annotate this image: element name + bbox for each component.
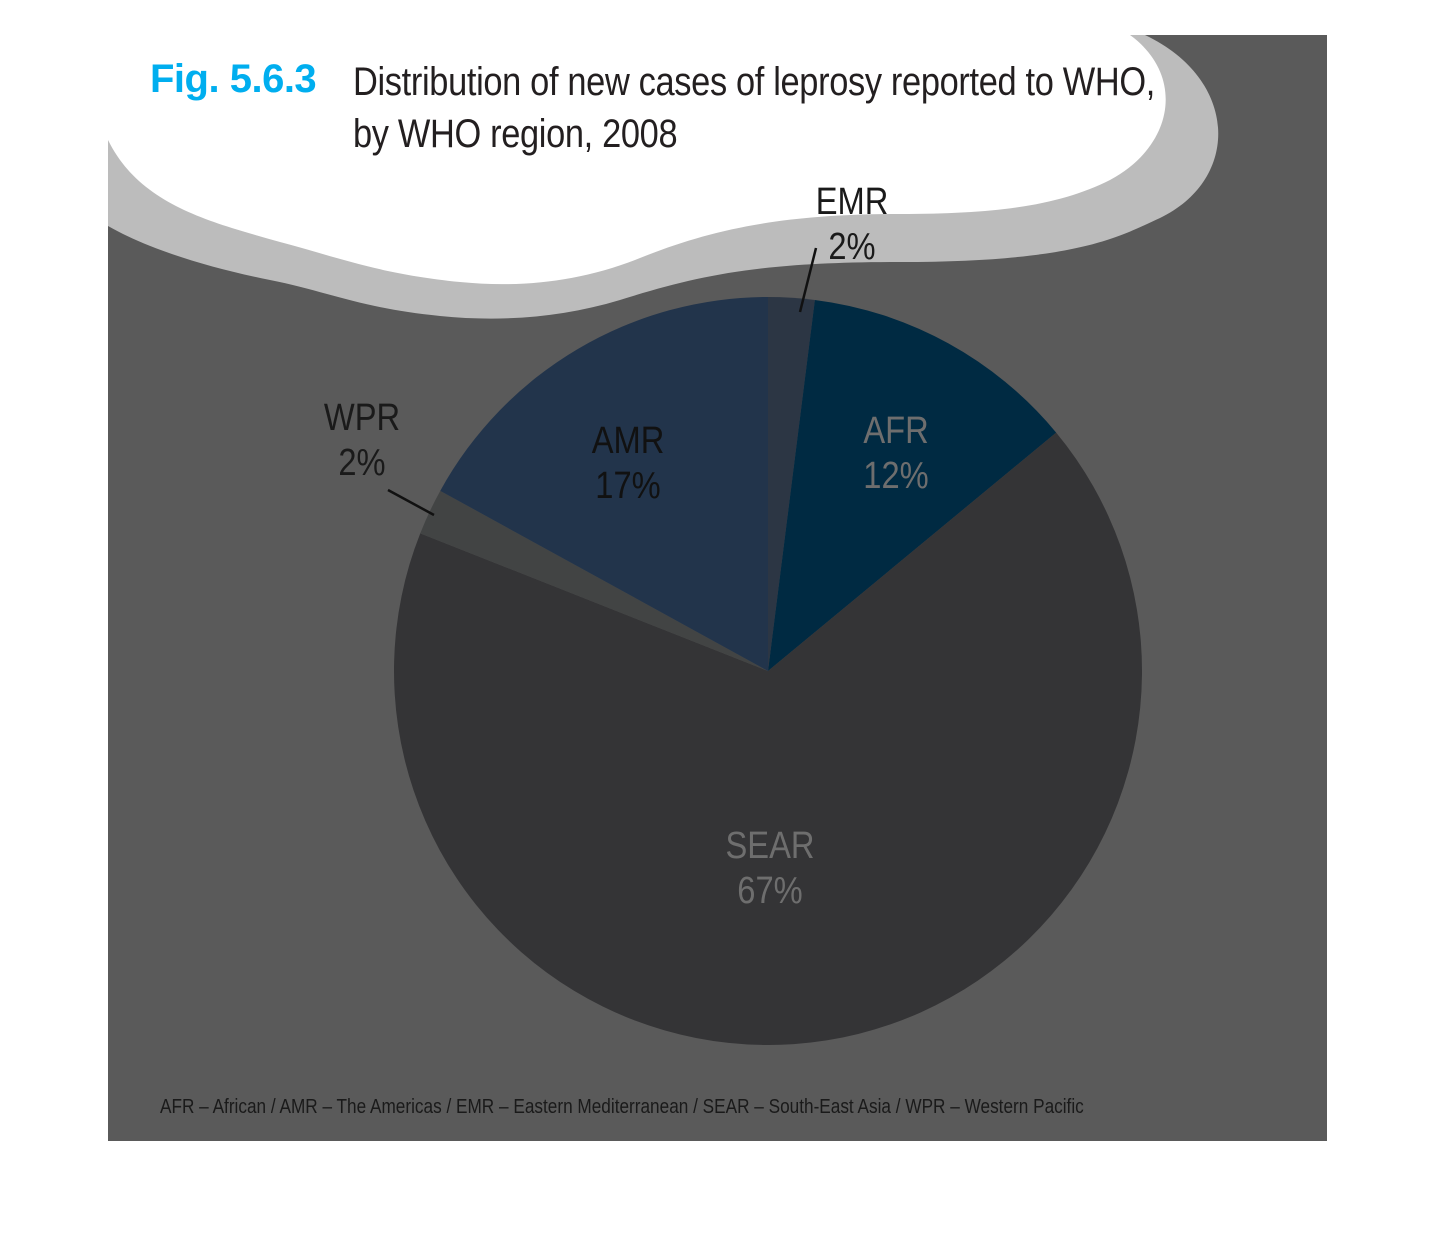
figure-title-line2: by WHO region, 2008 <box>353 112 678 156</box>
slice-value-emr: 2% <box>828 225 875 268</box>
pie-slice-wpr <box>420 490 768 671</box>
region-abbreviation-footnote: AFR – African / AMR – The Americas / EMR… <box>160 1096 1084 1118</box>
pie-chart <box>394 297 1143 1046</box>
slice-category-amr: AMR <box>592 419 665 462</box>
figure-number: Fig. 5.6.3 <box>150 57 317 101</box>
pie-slice-afr <box>768 299 1057 671</box>
title-cloud <box>108 35 1166 285</box>
slice-value-sear: 67% <box>737 869 802 912</box>
figure-title: Distribution of new cases of leprosy rep… <box>353 56 1161 160</box>
slice-category-wpr: WPR <box>324 396 400 439</box>
pie-slice-amr <box>440 297 768 671</box>
slice-category-emr: EMR <box>816 180 889 223</box>
callout-line-wpr <box>387 488 435 517</box>
callout-line-emr <box>798 247 818 313</box>
slice-category-sear: SEAR <box>726 824 815 867</box>
pie-slice-sear <box>394 432 1143 1046</box>
slice-category-afr: AFR <box>863 409 928 452</box>
figure-title-line1: Distribution of new cases of leprosy rep… <box>353 60 1155 104</box>
pie-slice-emr <box>768 297 815 671</box>
slice-value-amr: 17% <box>595 464 660 507</box>
slice-value-afr: 12% <box>863 454 928 497</box>
slice-value-wpr: 2% <box>338 441 385 484</box>
